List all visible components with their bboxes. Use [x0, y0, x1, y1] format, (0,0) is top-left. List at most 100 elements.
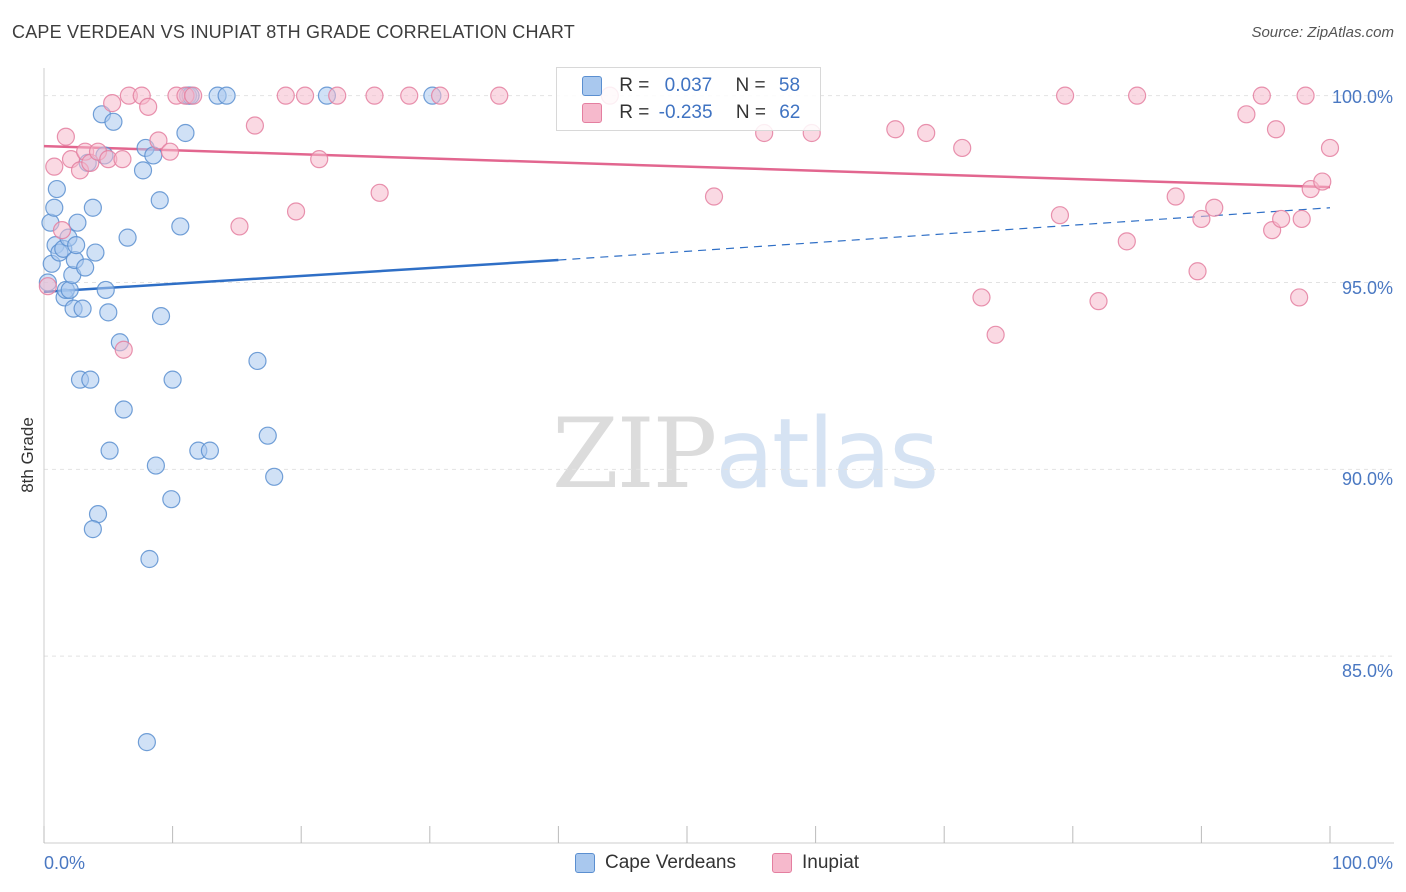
inupiat-point [704, 187, 724, 206]
legend-r-value: 0.037 [664, 75, 713, 96]
inupiat-point [276, 86, 295, 105]
cape-verdean-point [99, 303, 118, 322]
cape-verdean-point [83, 198, 102, 217]
inupiat-point [56, 127, 75, 146]
cape-verdean-point [162, 490, 181, 509]
inupiat-point [430, 86, 450, 105]
cape-verdean-point [45, 198, 64, 217]
inupiat-point [1166, 187, 1185, 206]
inupiat-point [286, 202, 306, 221]
cape-verdean-point [100, 441, 119, 460]
inupiat-point [1188, 262, 1207, 281]
cape-verdean-point [140, 549, 159, 569]
legend-n-label: N = [735, 75, 766, 96]
legend-row-inupiat: R = -0.235 N = 62 [582, 102, 800, 126]
cape-verdean-point [73, 299, 92, 318]
cape-verdean-trend-line [43, 258, 559, 294]
cape-verdean-point [146, 456, 165, 475]
cape-verdean-point [258, 426, 277, 445]
inupiat-point [490, 86, 509, 105]
inupiat-point [38, 277, 57, 296]
x-tick-label-max: 100.0% [1332, 853, 1393, 873]
cape-verdean-point [96, 280, 115, 300]
inupiat-point [52, 221, 72, 240]
inupiat-point [310, 150, 329, 169]
inupiat-point [184, 86, 203, 105]
inupiat-point [1313, 172, 1332, 191]
inupiat-point [972, 288, 991, 307]
inupiat-point [1292, 209, 1311, 229]
bottom-legend-inupiat: Inupiat [772, 852, 859, 874]
inupiat-point [1237, 105, 1256, 124]
inupiat-point [1205, 198, 1224, 217]
inupiat-point [917, 123, 936, 143]
y-tick-label-95: 95.0% [1342, 278, 1393, 298]
legend-swatch-pink [582, 102, 602, 123]
cape-verdean-point [176, 123, 195, 143]
legend-n-value: 62 [779, 102, 801, 123]
label-layer: 0.0% 100.0% 85.0% 90.0% 95.0% 100.0% [44, 87, 1393, 873]
cape-verdean-point [86, 243, 105, 262]
inupiat-point [103, 94, 122, 113]
inupiat-point [1290, 288, 1309, 307]
watermark-atlas: atlas [715, 398, 939, 510]
inupiat-point [1252, 86, 1271, 105]
cape-verdean-point [265, 467, 284, 486]
inupiat-point [1272, 209, 1291, 229]
cape-verdean-point [150, 191, 169, 210]
cape-verdean-point [163, 370, 182, 389]
cape-verdean-point [217, 86, 236, 105]
cape-verdean-point [47, 179, 66, 199]
cape-verdean-point [114, 400, 133, 419]
cape-verdean-point [171, 217, 190, 236]
inupiat-point [139, 97, 158, 116]
inupiat-point [365, 86, 384, 105]
inupiat-point [1127, 86, 1147, 105]
watermark: ZIPatlas [552, 398, 939, 510]
chart-title: CAPE VERDEAN VS INUPIAT 8TH GRADE CORREL… [12, 22, 575, 42]
cape-verdean-point [200, 441, 219, 460]
inupiat-point [295, 86, 315, 105]
inupiat-point [1320, 138, 1340, 158]
legend-r-label: R = [619, 102, 650, 123]
point-layer [38, 86, 1340, 752]
bottom-legend-swatch-pink [772, 852, 792, 873]
inupiat-point [1117, 232, 1136, 251]
cape-verdean-point [60, 280, 79, 300]
inupiat-trend-line [43, 144, 1331, 189]
legend-n-label: N = [735, 102, 766, 123]
inupiat-point [328, 86, 347, 105]
legend-swatch-blue [582, 75, 602, 96]
legend-r-value: -0.235 [658, 102, 713, 123]
inupiat-point [400, 86, 419, 105]
bottom-legend-swatch-blue [575, 852, 595, 873]
inupiat-point [160, 142, 180, 161]
inupiat-point [886, 120, 905, 139]
grid-layer [44, 95, 1394, 657]
cape-verdean-point [137, 733, 156, 752]
inupiat-point [1296, 86, 1315, 105]
inupiat-point [1266, 120, 1286, 139]
legend-n-value: 58 [778, 75, 801, 96]
y-tick-label-85: 85.0% [1342, 661, 1393, 681]
inupiat-point [245, 116, 265, 135]
cape-verdean-point [151, 307, 171, 326]
cape-verdean-point [133, 161, 153, 180]
inupiat-point [370, 183, 389, 202]
bottom-legend-cape-verdeans: Cape Verdeans [575, 852, 736, 874]
inupiat-point [230, 217, 249, 236]
inupiat-point [986, 325, 1005, 344]
cape-verdean-point [81, 370, 100, 389]
watermark-zip: ZIP [552, 398, 717, 510]
x-tick-label-min: 0.0% [44, 853, 85, 873]
cape-verdean-point [248, 351, 267, 371]
legend-r-label: R = [619, 75, 650, 96]
inupiat-point [45, 157, 64, 176]
inupiat-point [1089, 292, 1108, 311]
inupiat-point [1050, 206, 1070, 225]
inupiat-point [149, 131, 168, 150]
y-tick-label-90: 90.0% [1342, 469, 1393, 489]
cape-verdean-point [118, 228, 137, 247]
axis-layer [43, 68, 1394, 844]
inupiat-point [113, 150, 132, 169]
